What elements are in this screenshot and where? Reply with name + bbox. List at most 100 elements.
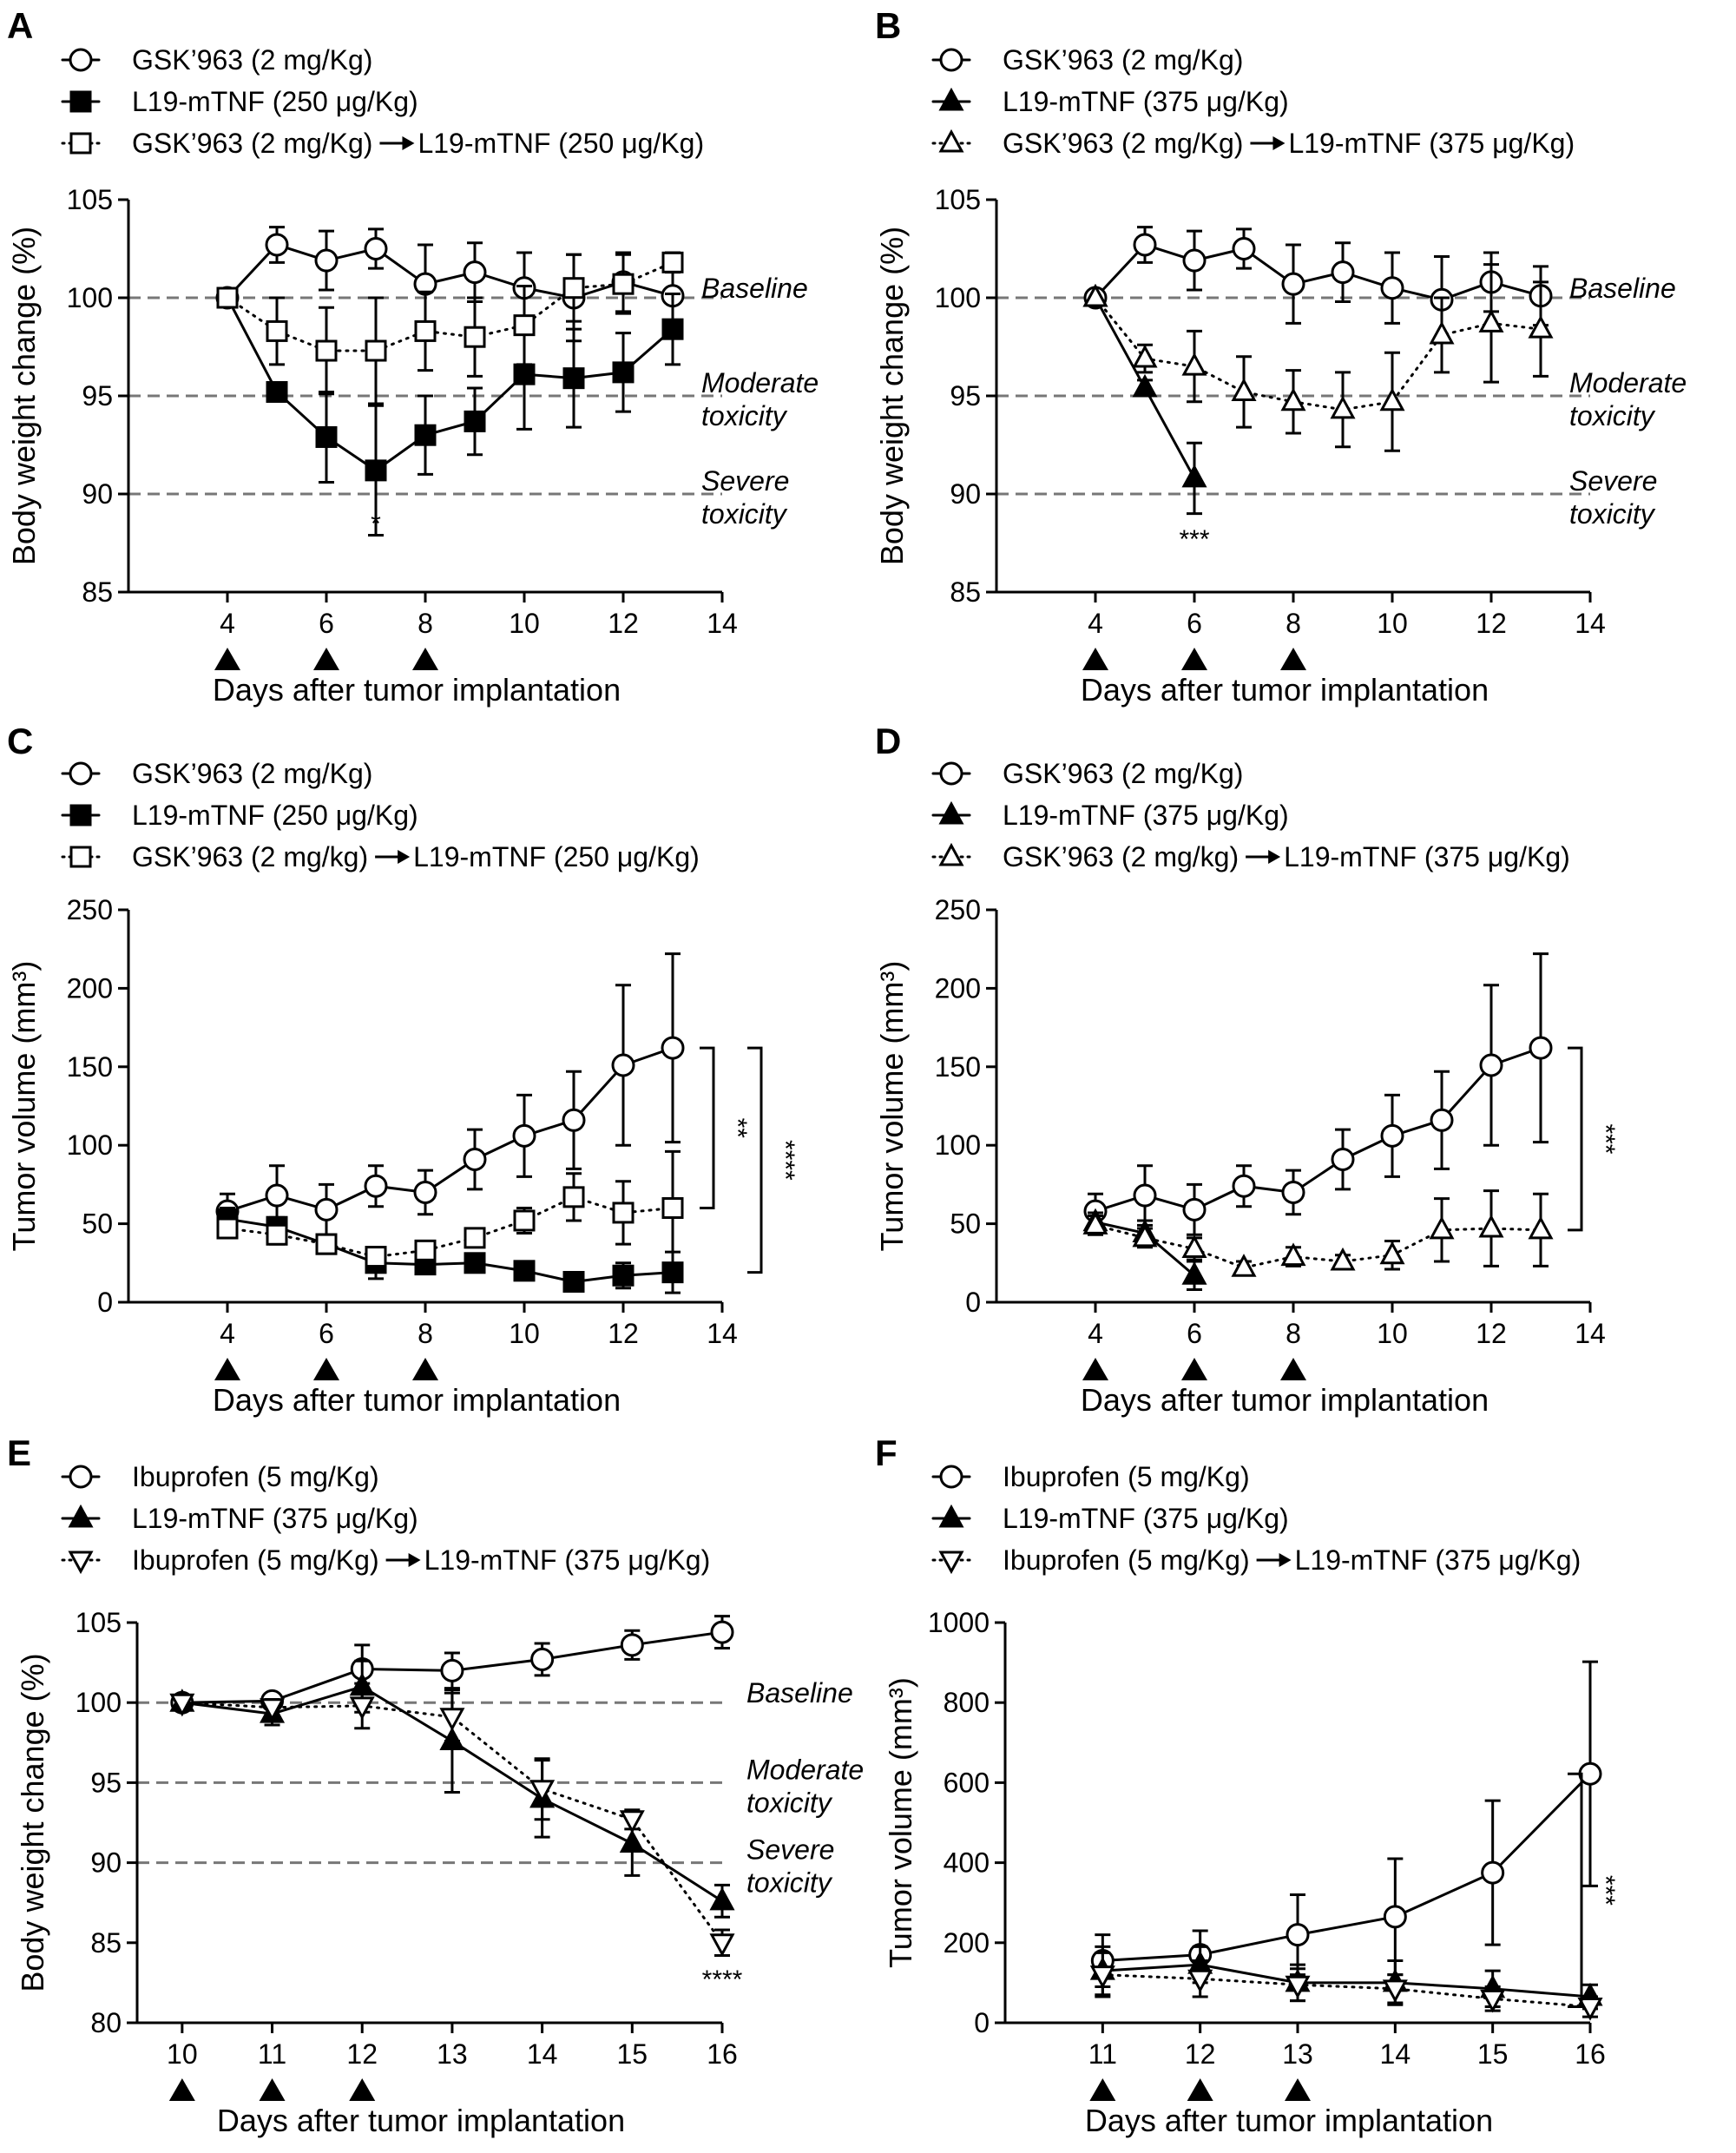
data-point: [464, 410, 486, 432]
data-point: [619, 1810, 645, 1834]
y-tick-label: 95: [90, 1767, 122, 1798]
data-point: [1478, 309, 1504, 332]
y-tick-label: 100: [76, 1687, 122, 1718]
panel-letter-E: E: [7, 1432, 31, 1473]
data-point: [1089, 1965, 1115, 1989]
data-point: [1187, 1969, 1213, 1993]
significance-bracket: [1568, 1046, 1583, 1232]
data-point: [1181, 352, 1207, 376]
treatment-arrow: [1285, 2078, 1311, 2101]
series-line: [226, 1195, 674, 1259]
data-point: [365, 339, 387, 362]
y-tick-label: 90: [90, 1847, 122, 1879]
legend-marker: [69, 90, 92, 113]
treatment-arrow: [412, 1358, 438, 1380]
data-point: [266, 380, 288, 403]
significance-label: ***: [1591, 1123, 1620, 1154]
legend-marker: [69, 846, 92, 868]
x-tick-label: 6: [319, 1318, 334, 1349]
data-point: [365, 459, 387, 482]
panel-D: D GSK’963 (2 mg/Kg) L19-mTNF (375 μg/Kg) G…: [874, 721, 1620, 1418]
legend-label-part: L19-mTNF (250 μg/Kg): [418, 128, 704, 159]
data-point: [709, 1886, 735, 1911]
x-tick-label: 11: [1088, 2038, 1117, 2070]
legend-label: GSK’963 (2 mg/kg): [1003, 841, 1239, 872]
y-tick-label: 200: [67, 972, 113, 1004]
series-line: [1094, 243, 1542, 301]
data-point: [513, 363, 536, 385]
x-tick-label: 12: [608, 608, 639, 639]
legend-label-part: L19-mTNF (375 μg/Kg): [1284, 841, 1570, 872]
data-point: [463, 1147, 487, 1171]
legend-label: L19-mTNF (375 μg/Kg): [132, 1503, 418, 1534]
x-tick-label: 6: [319, 608, 334, 639]
data-point: [1479, 1053, 1503, 1077]
x-axis-title: Days after tumor implantation: [1081, 1382, 1489, 1418]
legend-label: GSK’963 (2 mg/Kg): [1003, 44, 1243, 76]
significance-label: **: [723, 1118, 752, 1139]
x-tick-label: 13: [437, 2038, 468, 2070]
series-line: [1094, 1223, 1542, 1269]
x-tick-label: 10: [509, 608, 540, 639]
y-tick-label: 600: [944, 1767, 990, 1798]
data-point: [260, 1698, 286, 1722]
data-point: [1082, 1211, 1108, 1235]
legend-label: L19-mTNF (375 μg/Kg): [1003, 86, 1289, 117]
y-tick-label: 200: [944, 1927, 990, 1959]
panel-letter-D: D: [875, 721, 901, 761]
x-axis-title: Days after tumor implantation: [1081, 672, 1489, 708]
y-tick-label: 105: [76, 1607, 122, 1638]
panel-letter-C: C: [7, 721, 33, 761]
x-tick-label: 14: [707, 608, 738, 639]
treatment-arrow: [214, 648, 240, 670]
series-line: [226, 1217, 674, 1284]
y-tick-label: 0: [97, 1287, 113, 1318]
data-point: [709, 1933, 735, 1957]
data-point: [169, 1693, 195, 1717]
data-point: [513, 1260, 536, 1282]
panel-F: F Ibuprofen (5 mg/Kg) L19-mTNF (375 μg/Kg…: [875, 1432, 1620, 2138]
panel-letter-F: F: [875, 1432, 898, 1473]
x-tick-label: 8: [418, 608, 433, 639]
x-tick-label: 4: [1088, 608, 1103, 639]
y-axis-title: Tumor volume (mm³): [883, 1677, 918, 1968]
significance-label: ****: [702, 1965, 743, 1994]
panel-C: C GSK’963 (2 mg/Kg) L19-mTNF (250 μg/Kg) G…: [6, 721, 799, 1418]
data-point: [1379, 1241, 1405, 1265]
y-tick-label: 90: [950, 478, 981, 510]
legend-marker: [69, 132, 92, 155]
x-tick-label: 6: [1187, 1318, 1202, 1349]
data-point: [620, 1633, 644, 1657]
data-point: [464, 326, 486, 348]
legend-label: GSK’963 (2 mg/kg): [132, 841, 368, 872]
y-tick-label: 150: [67, 1051, 113, 1083]
legend-label: Ibuprofen (5 mg/Kg): [132, 1461, 379, 1492]
data-point: [530, 1647, 555, 1671]
panel-E: E Ibuprofen (5 mg/Kg) L19-mTNF (375 μg/Kg…: [7, 1432, 864, 2138]
treatment-arrow: [313, 648, 339, 670]
series: [169, 1682, 735, 1958]
data-point: [439, 1708, 465, 1731]
x-tick-label: 14: [1575, 1318, 1606, 1349]
data-point: [1285, 1975, 1311, 1999]
data-point: [1478, 1214, 1504, 1238]
data-point: [661, 251, 684, 273]
data-point: [314, 248, 339, 273]
data-point: [315, 339, 338, 362]
y-tick-label: 800: [944, 1687, 990, 1718]
y-tick-label: 85: [82, 576, 113, 608]
x-tick-label: 4: [1088, 1318, 1103, 1349]
data-point: [464, 1227, 486, 1249]
data-point: [1132, 373, 1158, 398]
data-point: [562, 1270, 585, 1293]
x-axis-title: Days after tumor implantation: [217, 2103, 625, 2138]
x-tick-label: 8: [418, 1318, 433, 1349]
y-tick-label: 105: [935, 184, 981, 215]
y-tick-label: 250: [67, 894, 113, 925]
y-tick-label: 80: [90, 2007, 122, 2038]
data-point: [661, 1197, 684, 1220]
series: [1083, 952, 1553, 1236]
legend-label: GSK’963 (2 mg/Kg): [1003, 128, 1243, 159]
data-point: [1132, 344, 1158, 368]
y-tick-label: 250: [935, 894, 981, 925]
